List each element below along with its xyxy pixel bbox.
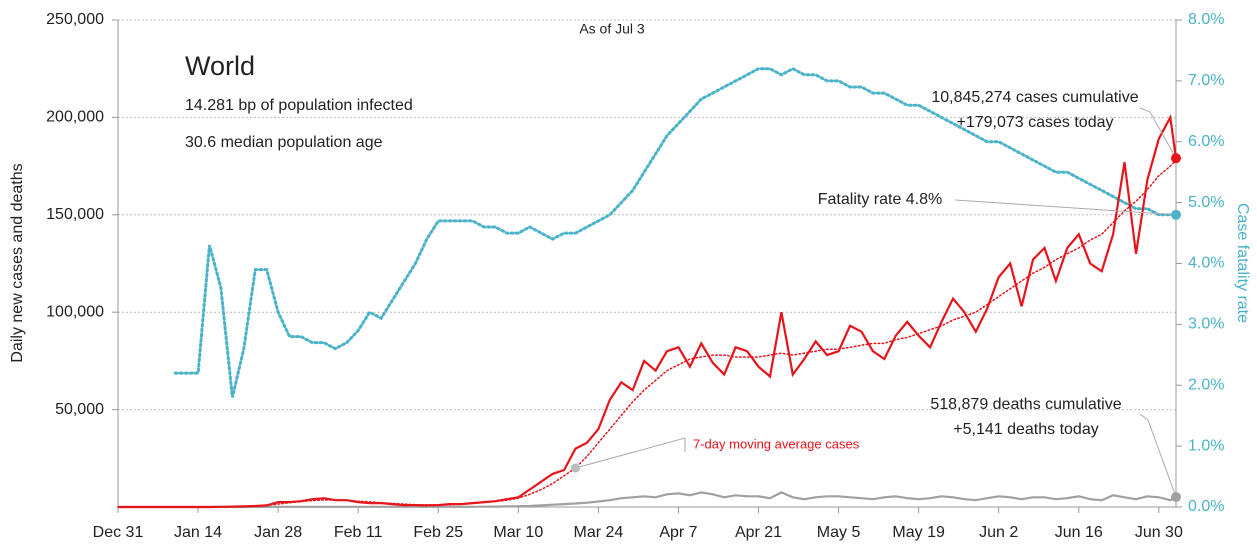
x-tick-label: Apr 21 xyxy=(735,524,782,541)
point xyxy=(1171,153,1181,164)
x-tick-label: Mar 24 xyxy=(573,524,623,541)
y2-tick-label: 4.0% xyxy=(1188,255,1224,272)
line-series xyxy=(118,491,1177,509)
annotation: +5,141 deaths today xyxy=(953,421,1098,438)
x-tick-label: Feb 11 xyxy=(334,524,383,541)
y2-tick-label: 5.0% xyxy=(1188,194,1224,211)
x-tick-label: Jun 30 xyxy=(1135,524,1183,541)
x-tick-label: Feb 25 xyxy=(413,524,463,541)
y-tick-label: 150,000 xyxy=(46,206,104,223)
y2-tick-label: 7.0% xyxy=(1188,72,1224,89)
y-axis-title: Daily new cases and deaths xyxy=(9,163,26,362)
annotation: 7-day moving average cases xyxy=(693,436,860,451)
leader-line xyxy=(1139,413,1177,498)
x-tick-label: May 19 xyxy=(892,524,945,541)
point xyxy=(1171,209,1181,220)
x-tick-label: Jun 2 xyxy=(979,524,1018,541)
x-tick-label: Jun 16 xyxy=(1055,524,1103,541)
y2-tick-label: 6.0% xyxy=(1188,133,1224,150)
subtitle: 14.281 bp of population infected xyxy=(185,97,413,114)
leader-line xyxy=(575,437,686,469)
chart-title: World xyxy=(185,51,255,81)
y2-tick-label: 1.0% xyxy=(1188,437,1224,454)
annotation: Fatality rate 4.8% xyxy=(818,191,943,208)
annotation: 518,879 deaths cumulative xyxy=(930,396,1121,413)
x-tick-label: Jan 28 xyxy=(254,524,302,541)
leader-line xyxy=(954,199,1177,216)
annotation: As of Jul 3 xyxy=(579,21,645,37)
point xyxy=(571,463,581,473)
y-tick-label: 50,000 xyxy=(55,401,104,418)
line-series xyxy=(173,67,1178,398)
y2-tick-label: 3.0% xyxy=(1188,316,1224,333)
y-tick-label: 200,000 xyxy=(46,109,104,126)
y2-tick-label: 0.0% xyxy=(1188,498,1224,515)
leader-line xyxy=(1139,107,1177,159)
subtitle: 30.6 median population age xyxy=(185,134,383,151)
y-tick-label: 100,000 xyxy=(46,303,104,320)
y-tick-label: 250,000 xyxy=(46,11,104,28)
line-series xyxy=(118,113,1178,509)
point xyxy=(1171,491,1181,502)
y2-tick-label: 2.0% xyxy=(1188,376,1224,393)
x-tick-label: Dec 31 xyxy=(93,524,144,541)
annotation: 10,845,274 cases cumulative xyxy=(931,89,1138,106)
x-tick-label: Jan 14 xyxy=(174,524,222,541)
line-series xyxy=(117,159,1177,508)
x-tick-label: Mar 10 xyxy=(493,524,543,541)
y2-axis-title: Case fatality rate xyxy=(1234,203,1251,323)
x-tick-label: Apr 7 xyxy=(659,524,697,541)
annotation: +179,073 cases today xyxy=(956,114,1113,131)
y2-tick-label: 8.0% xyxy=(1188,11,1224,28)
x-tick-label: May 5 xyxy=(817,524,861,541)
